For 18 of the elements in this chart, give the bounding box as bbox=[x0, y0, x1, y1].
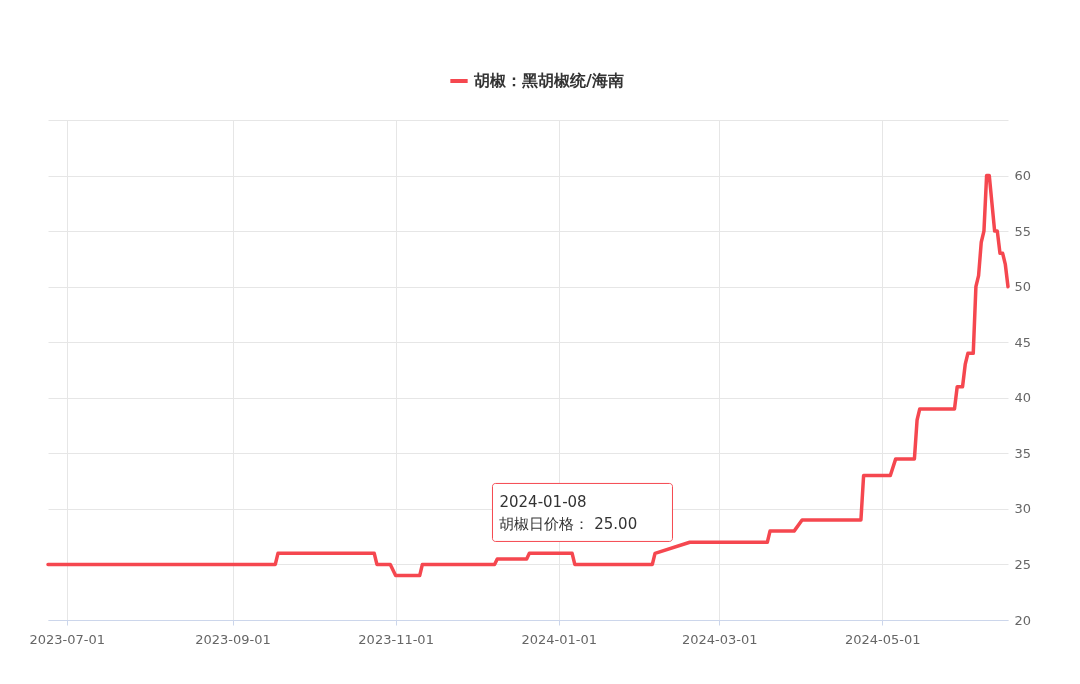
x-tick-label: 2024-05-01 bbox=[845, 631, 921, 647]
legend-label: 胡椒：黑胡椒统/海南 bbox=[473, 71, 624, 90]
x-tick-label: 2023-07-01 bbox=[29, 631, 105, 647]
x-tick-label: 2024-03-01 bbox=[681, 631, 758, 647]
y-tick-label: 55 bbox=[1014, 223, 1032, 239]
y-tick-label: 45 bbox=[1014, 334, 1032, 350]
x-tick-label: 2023-09-01 bbox=[195, 631, 271, 647]
y-tick-label: 50 bbox=[1014, 279, 1032, 295]
x-tick-label: 2023-11-01 bbox=[358, 631, 434, 647]
y-tick-label: 40 bbox=[1014, 390, 1032, 406]
y-tick-label: 20 bbox=[1014, 612, 1032, 628]
annotation: 2024-01-08 胡椒日价格： 25.00 bbox=[499, 493, 638, 534]
y-tick-label: 30 bbox=[1014, 501, 1032, 517]
y-tick-label: 35 bbox=[1014, 445, 1032, 461]
y-tick-label: 60 bbox=[1014, 168, 1032, 184]
y-tick-label: 25 bbox=[1014, 556, 1032, 572]
line-series bbox=[46, 173, 1010, 578]
x-tick-label: 2024-01-01 bbox=[521, 631, 598, 647]
